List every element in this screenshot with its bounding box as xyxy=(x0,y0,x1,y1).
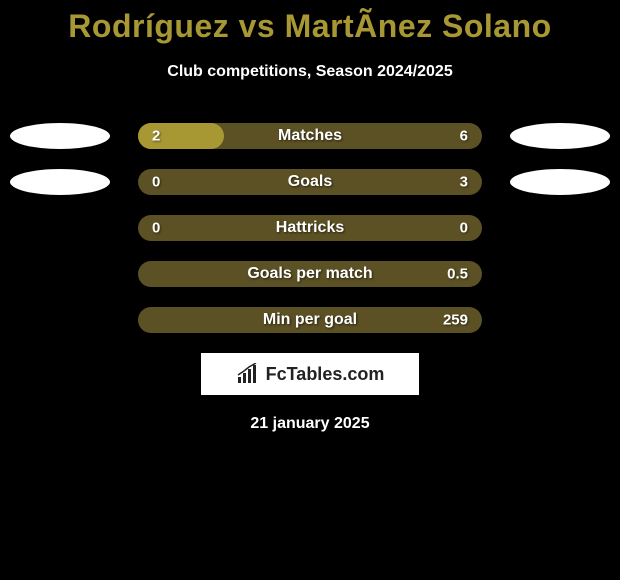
stat-label: Matches xyxy=(278,127,342,145)
marker-spacer xyxy=(510,307,610,333)
stat-bar: 2 Matches 6 xyxy=(138,123,482,149)
stat-bar: 0 Goals 3 xyxy=(138,169,482,195)
left-value: 0 xyxy=(152,220,160,237)
bar-fill xyxy=(138,123,224,149)
bar-chart-icon xyxy=(236,363,262,385)
stat-row: 2 Matches 6 xyxy=(0,123,620,149)
right-marker xyxy=(510,169,610,195)
logo-box: FcTables.com xyxy=(201,353,419,395)
stat-label: Hattricks xyxy=(276,219,344,237)
right-value: 0 xyxy=(460,220,468,237)
logo-text: FcTables.com xyxy=(266,364,385,385)
left-value: 2 xyxy=(152,128,160,145)
right-value: 259 xyxy=(443,312,468,329)
comparison-container: Rodríguez vs MartÃ­nez Solano Club compe… xyxy=(0,0,620,433)
stat-row: Goals per match 0.5 xyxy=(0,261,620,287)
left-value: 0 xyxy=(152,174,160,191)
marker-spacer xyxy=(10,307,110,333)
stat-label: Min per goal xyxy=(263,311,357,329)
marker-spacer xyxy=(510,215,610,241)
right-value: 3 xyxy=(460,174,468,191)
stat-bar: Goals per match 0.5 xyxy=(138,261,482,287)
stat-bar: 0 Hattricks 0 xyxy=(138,215,482,241)
right-marker xyxy=(510,123,610,149)
stat-label: Goals per match xyxy=(247,265,372,283)
stats-rows: 2 Matches 6 0 Goals 3 0 Hattricks 0 Goals per mat… xyxy=(0,123,620,333)
page-subtitle: Club competitions, Season 2024/2025 xyxy=(0,63,620,81)
stat-row: 0 Hattricks 0 xyxy=(0,215,620,241)
stat-row: Min per goal 259 xyxy=(0,307,620,333)
marker-spacer xyxy=(10,261,110,287)
marker-spacer xyxy=(510,261,610,287)
left-marker xyxy=(10,169,110,195)
stat-label: Goals xyxy=(288,173,332,191)
right-value: 0.5 xyxy=(447,266,468,283)
date-label: 21 january 2025 xyxy=(0,415,620,433)
logo: FcTables.com xyxy=(236,363,385,385)
stat-row: 0 Goals 3 xyxy=(0,169,620,195)
marker-spacer xyxy=(10,215,110,241)
page-title: Rodríguez vs MartÃ­nez Solano xyxy=(0,8,620,45)
left-marker xyxy=(10,123,110,149)
right-value: 6 xyxy=(460,128,468,145)
stat-bar: Min per goal 259 xyxy=(138,307,482,333)
